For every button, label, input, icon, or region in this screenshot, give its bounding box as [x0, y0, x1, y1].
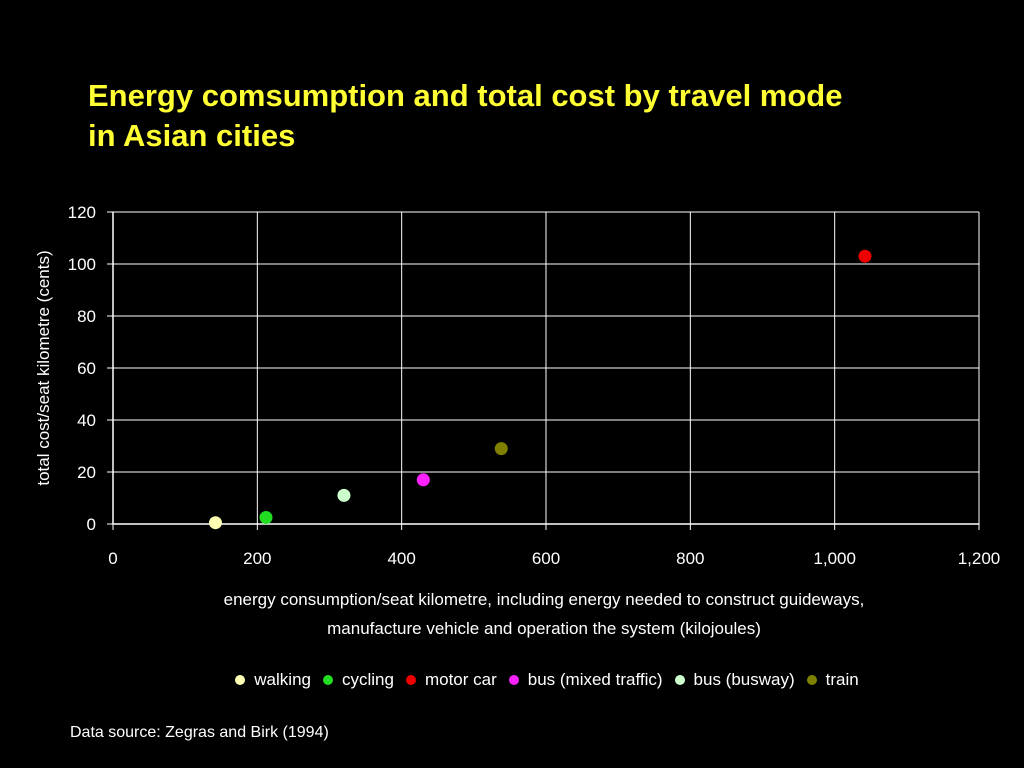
legend-label: bus (busway): [693, 670, 795, 689]
legend-swatch: [806, 675, 817, 685]
x-tick-label: 1,000: [813, 549, 856, 568]
legend-swatch: [322, 675, 333, 685]
x-tick-label: 200: [243, 549, 271, 568]
y-tick-label: 80: [77, 307, 96, 326]
data-point-motor-car: [858, 249, 872, 263]
chart-legend: walking cycling motor car bus (mixed traffi…: [0, 670, 1024, 690]
legend-item: motor car: [405, 670, 497, 690]
y-tick-label: 120: [68, 203, 96, 222]
x-tick-label: 600: [532, 549, 560, 568]
legend-item: bus (busway): [674, 670, 795, 690]
data-point-walking: [208, 516, 222, 530]
x-tick-label: 1,200: [958, 549, 1001, 568]
slide-title: Energy comsumption and total cost by tra…: [88, 76, 968, 156]
data-point-bus-busway-: [337, 488, 351, 502]
legend-item: walking: [235, 670, 311, 690]
legend-label: motor car: [424, 670, 497, 689]
y-tick-label: 0: [87, 515, 96, 534]
x-axis-title-line-2: manufacture vehicle and operation the sy…: [327, 619, 761, 638]
legend-label: walking: [254, 670, 311, 689]
legend-swatch: [235, 675, 246, 685]
legend-swatch: [508, 675, 519, 685]
x-tick-label: 800: [676, 549, 704, 568]
legend-item: bus (mixed traffic): [508, 670, 663, 690]
slide-title-line-2: in Asian cities: [88, 118, 296, 153]
x-tick-label: 400: [387, 549, 415, 568]
y-tick-label: 60: [77, 359, 96, 378]
data-point-train: [494, 442, 508, 456]
x-axis-title-line-1: energy consumption/seat kilometre, inclu…: [224, 590, 865, 609]
slide-title-line-1: Energy comsumption and total cost by tra…: [88, 78, 843, 113]
y-tick-label: 20: [77, 463, 96, 482]
legend-swatch: [405, 675, 416, 685]
data-source-note: Data source: Zegras and Birk (1994): [70, 724, 329, 741]
legend-swatch: [674, 675, 685, 685]
data-point-cycling: [259, 511, 273, 524]
x-tick-label: 0: [108, 549, 117, 568]
legend-item: train: [806, 670, 859, 690]
data-point-bus-mixed-traffic-: [416, 473, 430, 487]
legend-item: cycling: [322, 670, 394, 690]
legend-label: cycling: [341, 670, 394, 689]
legend-label: bus (mixed traffic): [527, 670, 663, 689]
y-axis-title: total cost/seat kilometre (cents): [34, 250, 53, 485]
legend-label: train: [825, 670, 859, 689]
y-tick-label: 40: [77, 411, 96, 430]
y-tick-label: 100: [68, 255, 96, 274]
